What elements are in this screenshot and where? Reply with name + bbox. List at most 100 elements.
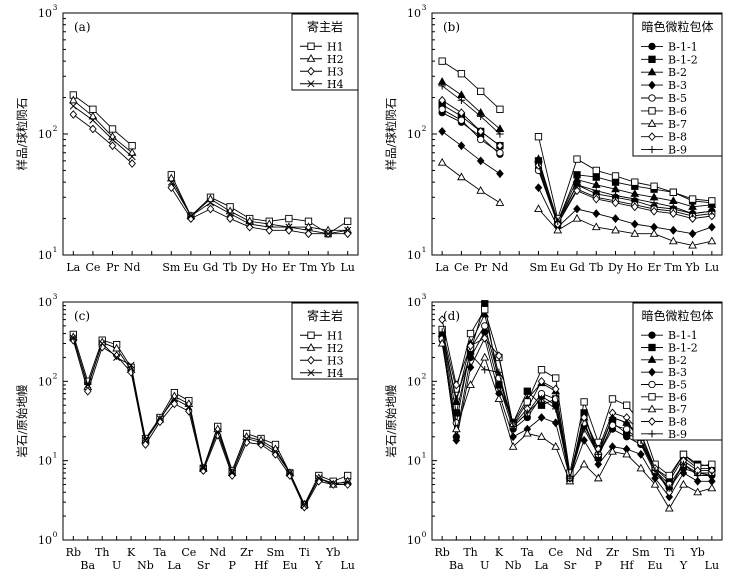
legend-label: B-8 — [668, 131, 687, 144]
y-tick-exponent: 0 — [422, 530, 427, 539]
x-tick-label: Y — [314, 559, 323, 572]
legend-marker — [647, 119, 657, 127]
data-point — [679, 460, 688, 468]
data-point — [651, 466, 659, 475]
data-point — [509, 432, 517, 442]
y-tick-exponent: 0 — [53, 530, 58, 539]
data-point — [141, 436, 150, 444]
y-axis-label: 岩石/原始地幔 — [15, 384, 29, 457]
y-tick-label: 10 — [38, 128, 52, 141]
data-point — [476, 185, 486, 194]
data-point — [496, 105, 504, 113]
y-axis-label: 样品/球粒陨石 — [15, 98, 29, 171]
legend-marker — [648, 55, 656, 63]
data-point — [128, 159, 136, 168]
data-point — [537, 413, 546, 422]
data-point — [592, 166, 600, 175]
data-point — [552, 405, 560, 413]
data-point — [480, 352, 490, 361]
data-point — [665, 471, 673, 480]
legend-label: B-2 — [668, 354, 687, 367]
data-point — [89, 124, 97, 134]
data-point — [572, 213, 582, 222]
data-point — [573, 204, 581, 214]
legend-label: H4 — [327, 367, 344, 380]
x-tick-label: Zr — [240, 546, 254, 559]
data-point — [477, 87, 485, 96]
legend-marker — [306, 343, 316, 351]
data-point — [650, 479, 660, 488]
series-line — [170, 178, 348, 231]
legend-marker — [648, 42, 656, 51]
data-point — [679, 479, 688, 488]
x-tick-label: Zr — [606, 546, 620, 559]
legend-marker — [307, 331, 315, 339]
data-point — [580, 413, 588, 422]
data-point — [128, 153, 136, 161]
data-point — [206, 194, 215, 203]
data-point — [108, 135, 117, 144]
x-tick-label: U — [112, 559, 121, 572]
x-tick-label: Ta — [153, 546, 166, 559]
data-point — [537, 401, 546, 409]
data-point — [228, 471, 236, 480]
series-line — [538, 168, 712, 226]
legend-label: B-6 — [668, 105, 687, 118]
legend-label: B-1-2 — [668, 342, 698, 355]
y-tick-exponent: 3 — [422, 3, 427, 12]
legend: 暗色微粒包体 B-1-1B-1-2B-2B-3B-5B-6B-7B-8B-9 — [632, 13, 723, 157]
legend-marker — [648, 417, 656, 426]
x-tick-label: Dy — [608, 261, 624, 274]
series-line — [441, 108, 501, 154]
series-line — [72, 338, 348, 507]
legend-label: B-9 — [668, 144, 687, 157]
data-point — [481, 366, 489, 374]
y-tick-label: 10 — [38, 296, 52, 309]
data-point — [438, 315, 446, 324]
x-tick-label: Dy — [242, 261, 258, 274]
series-B-2 — [437, 77, 717, 225]
data-point — [669, 225, 678, 235]
data-point — [665, 487, 674, 497]
data-point — [185, 403, 193, 411]
data-point — [344, 217, 352, 225]
legend-box — [291, 302, 359, 380]
data-point — [437, 157, 447, 166]
data-point — [127, 361, 135, 369]
series-B-7 — [437, 338, 717, 512]
data-point — [69, 102, 77, 110]
data-point — [631, 178, 639, 186]
data-point — [611, 178, 620, 186]
legend-box — [291, 13, 359, 91]
data-point — [304, 226, 313, 234]
data-point — [438, 95, 446, 105]
legend-title: 暗色微粒包体 — [641, 308, 713, 323]
data-point — [228, 469, 236, 477]
data-point — [534, 133, 543, 141]
y-tick-exponent: 1 — [53, 451, 58, 460]
legend-marker — [648, 430, 656, 438]
legend-label: B-8 — [668, 416, 687, 429]
data-point — [594, 459, 603, 469]
data-point — [206, 199, 215, 207]
x-tick-label: Ce — [181, 546, 196, 559]
data-point — [650, 182, 658, 190]
legend-label: B-9 — [668, 428, 687, 441]
data-point — [551, 418, 560, 428]
data-point — [649, 228, 659, 237]
x-tick-label: Gd — [569, 261, 585, 274]
data-point — [476, 156, 485, 166]
data-point — [551, 441, 561, 450]
x-tick-label: Rb — [434, 546, 449, 559]
data-point — [708, 222, 716, 232]
data-point — [708, 197, 716, 205]
data-point — [285, 223, 293, 231]
data-point — [534, 204, 543, 213]
data-point — [669, 209, 678, 218]
y-tick-label: 10 — [407, 534, 421, 547]
legend-label: B-1-2 — [668, 53, 698, 66]
legend-label: B-7 — [668, 118, 687, 131]
data-point — [566, 474, 574, 482]
